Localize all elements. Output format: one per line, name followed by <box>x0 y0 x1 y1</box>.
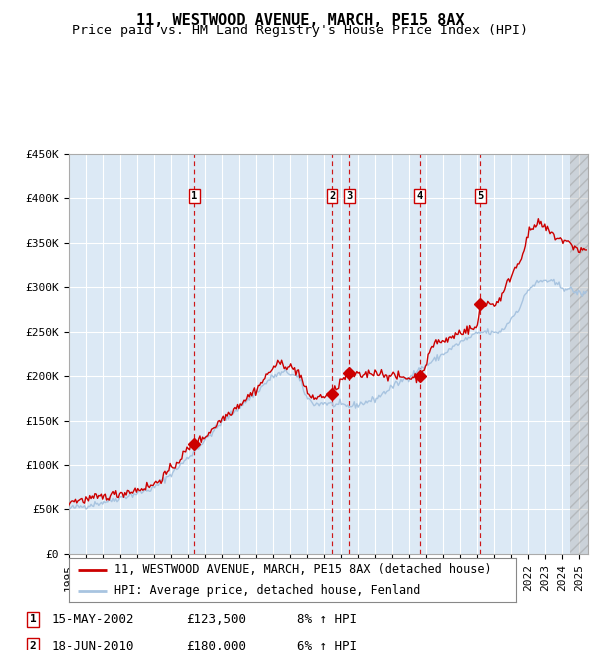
Bar <box>569 154 588 554</box>
Text: 5: 5 <box>478 191 484 201</box>
Text: 1: 1 <box>191 191 197 201</box>
Text: £123,500: £123,500 <box>186 613 246 626</box>
Text: HPI: Average price, detached house, Fenland: HPI: Average price, detached house, Fenl… <box>114 584 420 597</box>
Text: 4: 4 <box>417 191 423 201</box>
Text: 11, WESTWOOD AVENUE, MARCH, PE15 8AX: 11, WESTWOOD AVENUE, MARCH, PE15 8AX <box>136 13 464 28</box>
Text: 11, WESTWOOD AVENUE, MARCH, PE15 8AX (detached house): 11, WESTWOOD AVENUE, MARCH, PE15 8AX (de… <box>114 563 491 576</box>
Text: £180,000: £180,000 <box>186 640 246 650</box>
Text: 15-MAY-2002: 15-MAY-2002 <box>52 613 134 626</box>
Text: Price paid vs. HM Land Registry's House Price Index (HPI): Price paid vs. HM Land Registry's House … <box>72 24 528 37</box>
Text: 1: 1 <box>29 614 37 624</box>
Text: 18-JUN-2010: 18-JUN-2010 <box>52 640 134 650</box>
Text: 8% ↑ HPI: 8% ↑ HPI <box>297 613 357 626</box>
Text: 6% ↑ HPI: 6% ↑ HPI <box>297 640 357 650</box>
Text: 2: 2 <box>29 642 37 650</box>
Text: 2: 2 <box>329 191 335 201</box>
Text: 3: 3 <box>346 191 352 201</box>
